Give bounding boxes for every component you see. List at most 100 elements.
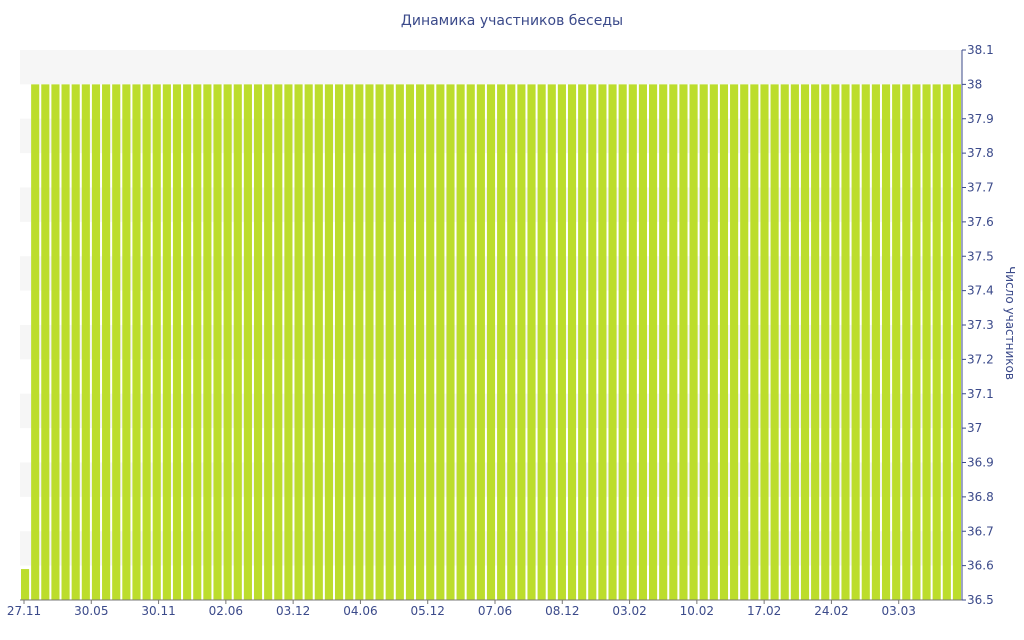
bar (335, 84, 344, 600)
bar (142, 84, 151, 600)
bar (567, 84, 577, 600)
bar (932, 84, 941, 600)
bar (466, 84, 475, 600)
bar (618, 84, 627, 600)
y-tick-label: 37.3 (967, 318, 994, 332)
bar (436, 84, 445, 600)
bar (881, 84, 891, 600)
bar (537, 84, 546, 600)
bar (476, 84, 485, 600)
bar (719, 84, 729, 600)
x-tick-label: 30.11 (141, 604, 175, 618)
bar (264, 84, 273, 600)
y-tick-label: 38.1 (967, 43, 994, 57)
bar (102, 84, 111, 600)
bar (892, 84, 901, 600)
x-tick-label: 24.02 (814, 604, 848, 618)
y-tick-label: 37.9 (967, 112, 994, 126)
bar (730, 84, 739, 600)
y-tick-label: 37.4 (967, 284, 994, 298)
y-tick-label: 36.6 (967, 559, 994, 573)
y-tick-label: 36.7 (967, 524, 994, 538)
bar (274, 84, 283, 600)
bar (41, 84, 50, 600)
bar (152, 84, 161, 600)
chart-title: Динамика участников беседы (400, 13, 624, 29)
bar (699, 84, 708, 600)
bar (71, 84, 80, 600)
y-tick-label: 37 (967, 421, 982, 435)
bar (21, 569, 30, 600)
bar (426, 84, 435, 600)
bar (740, 84, 749, 600)
bar (628, 84, 637, 600)
x-tick-label: 17.02 (747, 604, 781, 618)
y-tick-label: 38 (967, 77, 982, 91)
x-tick-label: 05.12 (411, 604, 445, 618)
bar (557, 84, 566, 600)
bar (689, 84, 698, 600)
bar (750, 84, 759, 600)
bar (517, 84, 526, 600)
bar (456, 84, 465, 600)
bar (81, 84, 90, 600)
bar (679, 84, 688, 600)
bar (790, 84, 799, 600)
x-tick-label: 27.11 (7, 604, 41, 618)
bar (172, 84, 182, 600)
bar (578, 84, 587, 600)
bar (405, 84, 415, 600)
bar (112, 84, 121, 600)
x-tick-label: 30.05 (74, 604, 108, 618)
x-tick-label: 08.12 (545, 604, 579, 618)
bar (952, 84, 961, 600)
x-tick-label: 02.06 (209, 604, 243, 618)
y-tick-label: 36.9 (967, 456, 994, 470)
bar (608, 84, 617, 600)
bar (355, 84, 364, 600)
x-tick-label: 03.02 (612, 604, 646, 618)
bar (649, 84, 658, 600)
bar (800, 84, 810, 600)
bar (446, 84, 455, 600)
bar (780, 84, 789, 600)
bar (304, 84, 313, 600)
bar (243, 84, 252, 600)
bar (61, 84, 70, 600)
bar (760, 84, 769, 600)
bar (831, 84, 840, 600)
y-tick-label: 36.8 (967, 490, 994, 504)
x-tick-label: 03.03 (882, 604, 916, 618)
bar (324, 84, 333, 600)
bar (669, 84, 678, 600)
bar (253, 84, 263, 600)
y-tick-label: 37.2 (967, 352, 994, 366)
bar (811, 84, 820, 600)
bar (365, 84, 374, 600)
bar (385, 84, 394, 600)
bar (638, 84, 647, 600)
bar (122, 84, 131, 600)
y-tick-label: 37.5 (967, 249, 994, 263)
bar (91, 84, 101, 600)
x-tick-label: 07.06 (478, 604, 512, 618)
bar (821, 84, 830, 600)
bar (193, 84, 202, 600)
bar (709, 84, 718, 600)
bar (588, 84, 597, 600)
bar (659, 84, 668, 600)
bar (871, 84, 880, 600)
bar (922, 84, 931, 600)
bar (233, 84, 242, 600)
y-tick-label: 37.1 (967, 387, 994, 401)
bar (223, 84, 232, 600)
bar (183, 84, 192, 600)
bar (527, 84, 536, 600)
bar (345, 84, 354, 600)
bar (375, 84, 384, 600)
bar (841, 84, 850, 600)
bar (284, 84, 293, 600)
bar (31, 84, 40, 600)
